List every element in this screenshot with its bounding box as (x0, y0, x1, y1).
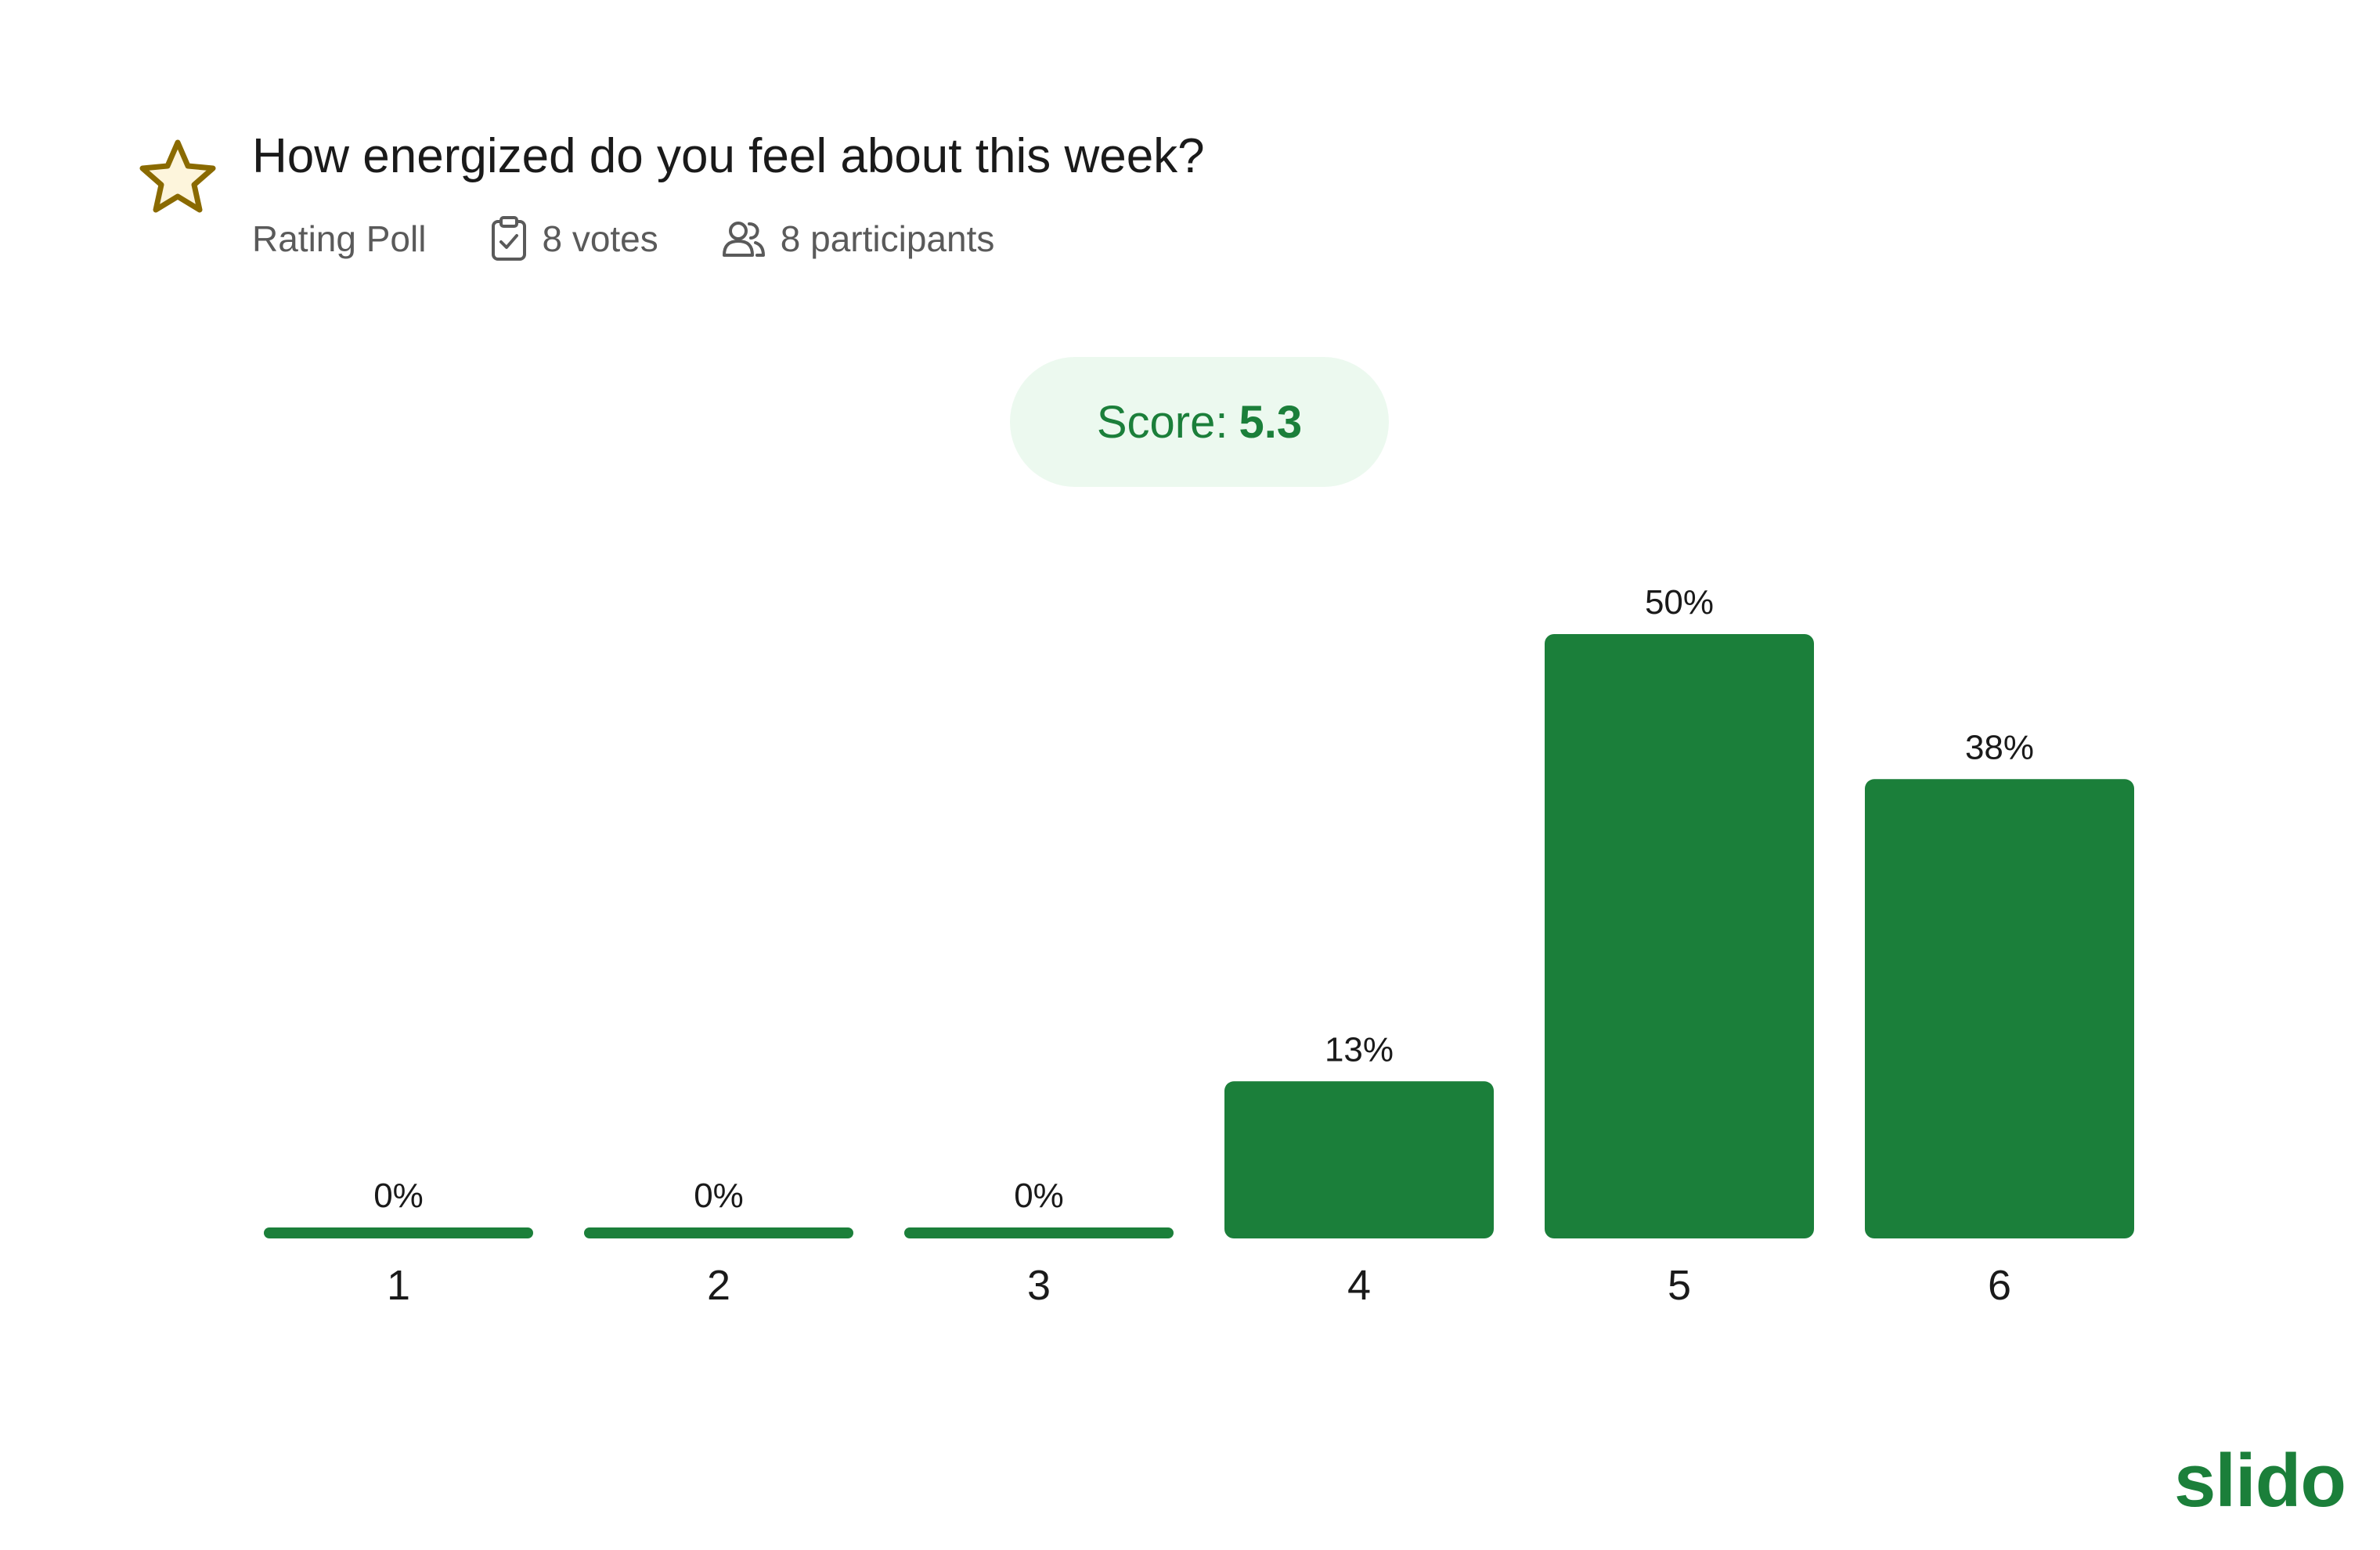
score-badge: Score: 5.3 (1010, 357, 1389, 487)
participants-count: 8 participants (721, 218, 995, 260)
category-label: 6 (1988, 1262, 2011, 1309)
bar-6 (1865, 779, 2134, 1238)
bar-value-label: 0% (694, 1177, 744, 1215)
bar-value-label: 13% (1325, 1030, 1394, 1069)
bar-2 (584, 1227, 853, 1238)
slido-logo: slido (2173, 1439, 2346, 1523)
category-label: 2 (707, 1262, 730, 1309)
people-icon (721, 219, 766, 258)
poll-type: Rating Poll (252, 218, 427, 259)
bar-value-label: 50% (1645, 583, 1714, 622)
votes-count: 8 votes (490, 215, 658, 262)
category-label: 4 (1347, 1262, 1371, 1309)
bar-value-label: 0% (373, 1177, 424, 1215)
category-label: 5 (1668, 1262, 1691, 1309)
clipboard-check-icon (490, 215, 528, 262)
star-icon (135, 135, 221, 221)
poll-question: How energized do you feel about this wee… (252, 129, 1205, 183)
bar-1 (264, 1227, 533, 1238)
bar-value-label: 0% (1014, 1177, 1064, 1215)
poll-meta: Rating Poll 8 votes 8 participants (252, 213, 994, 265)
category-label: 1 (387, 1262, 410, 1309)
bar-5 (1545, 634, 1814, 1238)
bar-4 (1224, 1081, 1494, 1238)
bar-3 (904, 1227, 1174, 1238)
category-label: 3 (1027, 1262, 1051, 1309)
votes-label: 8 votes (542, 218, 658, 259)
score-label: Score: (1096, 396, 1228, 448)
participants-label: 8 participants (780, 218, 995, 259)
bar-value-label: 38% (1965, 728, 2034, 766)
score-value: 5.3 (1239, 396, 1303, 448)
